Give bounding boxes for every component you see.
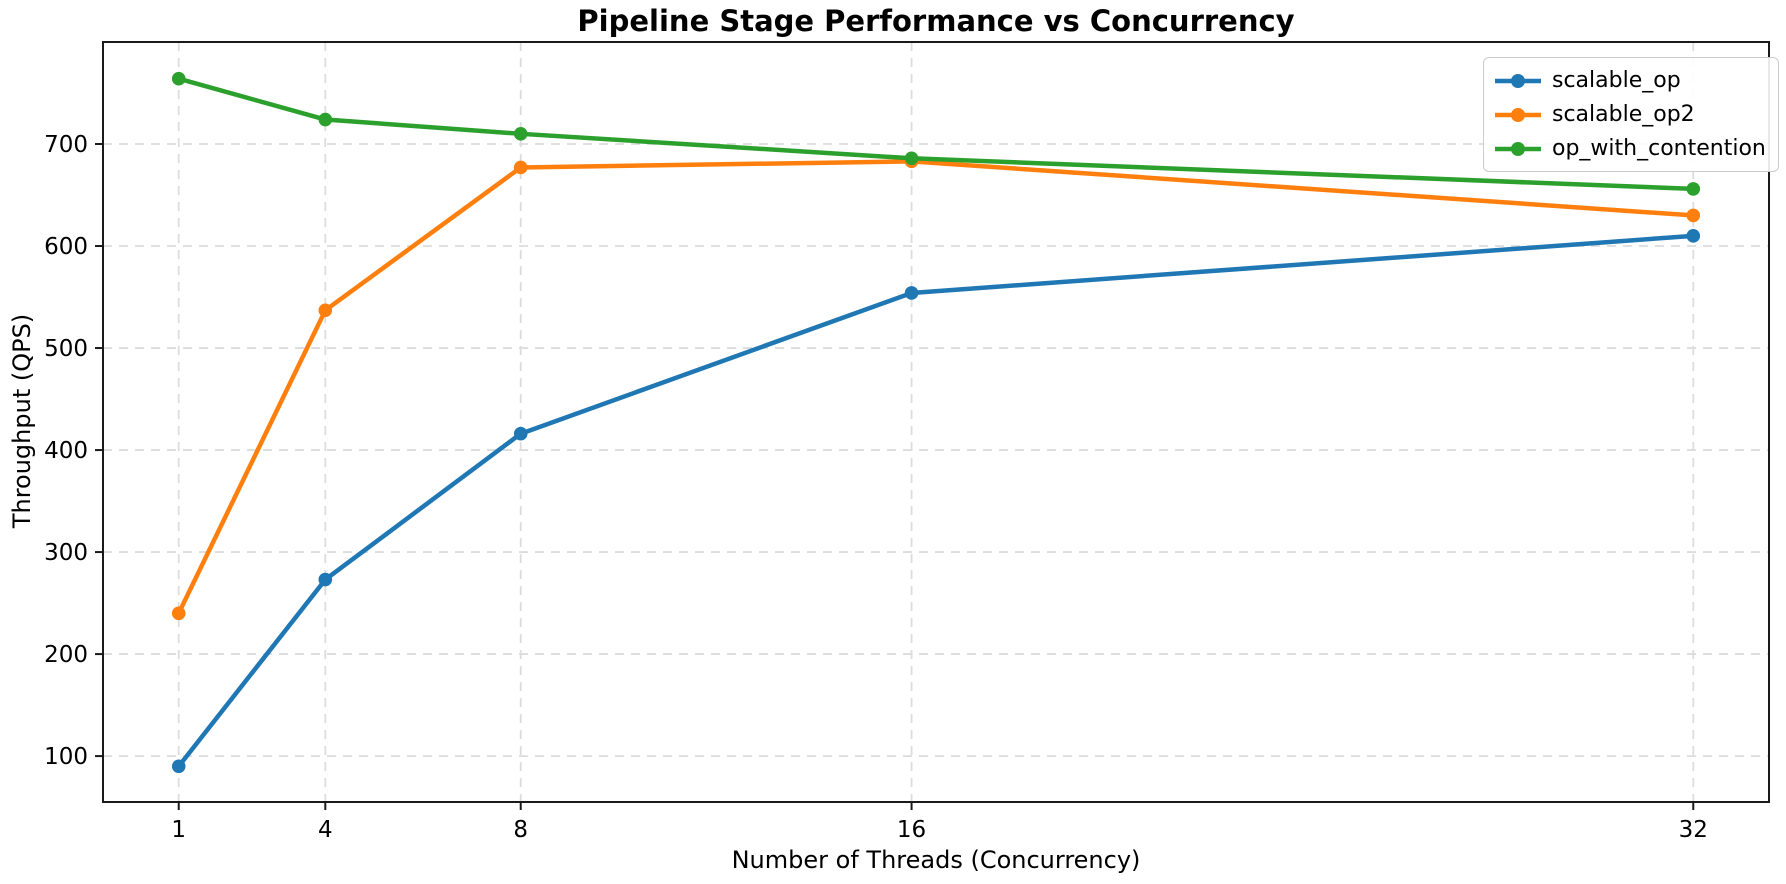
x-axis: 1 4 8 16 32	[171, 802, 1708, 843]
chart-title: Pipeline Stage Performance vs Concurrenc…	[577, 4, 1295, 38]
y-tick-label: 200	[44, 642, 88, 668]
x-tick-label: 8	[513, 817, 528, 843]
data-point-marker	[904, 151, 919, 166]
series-line	[176, 233, 1696, 769]
legend-entry-scalable_op: scalable_op	[1494, 65, 1766, 96]
data-point-marker	[904, 286, 919, 300]
series-scalable_op	[171, 229, 1701, 774]
x-tick-label: 1	[171, 817, 186, 843]
data-point-marker	[171, 71, 186, 86]
x-tick-label: 4	[318, 817, 333, 843]
data-point-marker	[513, 426, 528, 441]
series-scalable_op2	[171, 154, 1701, 621]
y-tick-label: 500	[44, 336, 88, 362]
data-point-marker	[318, 303, 333, 318]
data-point-marker	[1686, 182, 1701, 196]
series-line	[176, 159, 1696, 616]
y-tick-label: 700	[44, 132, 88, 158]
data-point-marker	[513, 160, 528, 175]
y-tick-label: 100	[44, 744, 88, 770]
y-axis-label: Throughput (QPS)	[8, 313, 36, 529]
x-tick-label: 32	[1679, 817, 1708, 843]
data-point-marker	[171, 759, 186, 774]
series-op_with_contention	[171, 71, 1701, 196]
legend-label: scalable_op	[1552, 68, 1681, 93]
data-point-marker	[513, 127, 528, 141]
plot-border	[102, 41, 1770, 803]
data-point-marker	[1686, 208, 1701, 223]
y-axis: 100 200 300 400 500 600 700	[44, 132, 103, 770]
data-point-marker	[318, 572, 333, 587]
data-point-marker	[1686, 229, 1701, 243]
legend-label: op_with_contention	[1552, 136, 1766, 161]
grid-lines	[103, 42, 1769, 802]
legend-line-sample	[1495, 73, 1541, 88]
data-point-marker	[318, 112, 333, 127]
legend-entry-op_with_contention: op_with_contention	[1494, 133, 1766, 164]
y-tick-label: 300	[44, 540, 88, 566]
legend-label: scalable_op2	[1552, 102, 1695, 127]
legend-entry-scalable_op2: scalable_op2	[1494, 99, 1766, 130]
x-axis-label: Number of Threads (Concurrency)	[731, 846, 1141, 874]
x-tick-label: 16	[897, 817, 926, 843]
data-point-marker	[171, 606, 186, 621]
y-tick-label: 400	[44, 438, 88, 464]
legend-line-sample	[1495, 107, 1541, 122]
legend: scalable_op scalable_op2 op_with_contentio…	[1483, 57, 1779, 172]
series-line	[176, 76, 1696, 192]
y-tick-label: 600	[44, 234, 88, 260]
legend-line-sample	[1495, 141, 1541, 156]
